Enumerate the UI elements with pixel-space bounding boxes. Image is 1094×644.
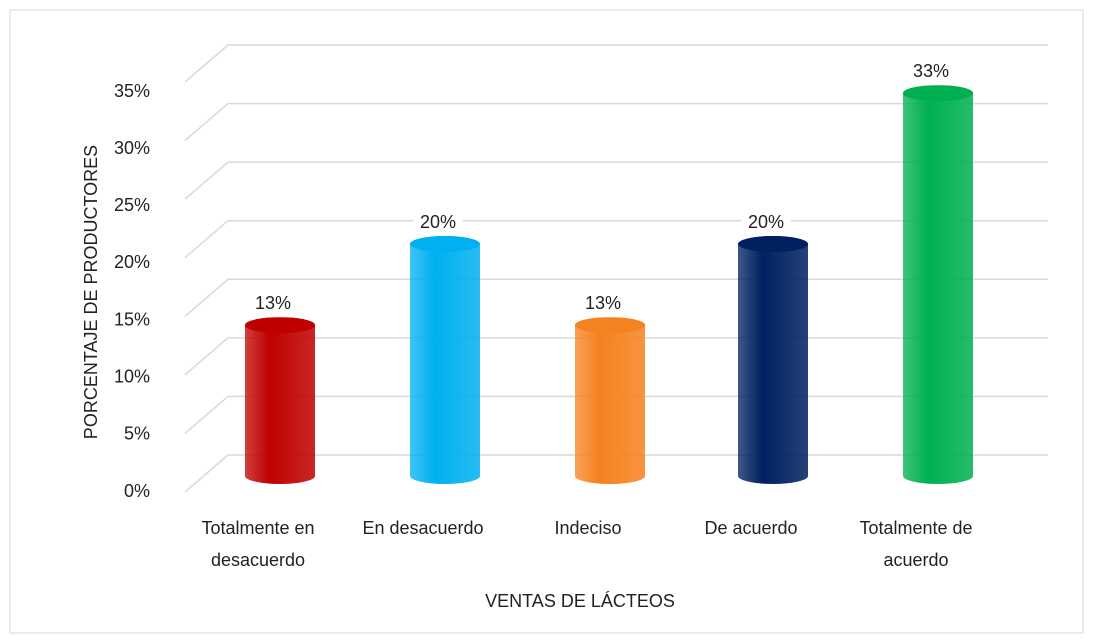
value-label-bg (248, 291, 298, 318)
grid-line-side (184, 161, 229, 200)
y-tick-label: 0% (124, 481, 150, 501)
bar-top (410, 236, 480, 252)
grid-line-side (184, 44, 229, 83)
grid-line-side (184, 278, 229, 317)
bar-top (245, 317, 315, 334)
bar (575, 317, 645, 484)
y-tick-label: 35% (114, 81, 150, 101)
x-tick-label: En desacuerdo (362, 518, 484, 538)
x-axis-title: VENTAS DE LÁCTEOS (485, 591, 675, 611)
grid-line-side (184, 395, 229, 434)
x-tick-label: De acuerdo (704, 518, 798, 538)
value-label: 13% (585, 293, 621, 313)
bar-top (738, 236, 808, 252)
y-tick-label: 20% (114, 252, 150, 272)
y-tick-label: 10% (114, 366, 150, 386)
value-label-bg (413, 210, 463, 236)
chart-border (9, 9, 1084, 634)
value-label-bg (906, 59, 956, 86)
bar (410, 236, 480, 484)
grid-line-side (184, 337, 229, 376)
x-tick-label: Indeciso (554, 518, 622, 538)
value-label: 20% (420, 212, 456, 232)
x-tick-label: Totalmente en desacuerdo (201, 518, 315, 570)
bar (245, 317, 315, 484)
value-label-bg (578, 291, 628, 318)
bar (738, 236, 808, 484)
grid-line-side (184, 220, 229, 259)
value-label: 13% (255, 293, 291, 313)
y-tick-label: 15% (114, 309, 150, 329)
bar (903, 85, 973, 484)
bar-top (903, 85, 973, 102)
bar-top (575, 317, 645, 334)
value-label-bg (741, 210, 791, 236)
grid-line-side (184, 103, 229, 142)
x-tick-label: Totalmente de acuerdo (859, 518, 973, 570)
value-label: 33% (913, 61, 949, 81)
y-tick-label: 5% (124, 424, 150, 444)
y-tick-label: 25% (114, 195, 150, 215)
value-label: 20% (748, 212, 784, 232)
y-tick-label: 30% (114, 138, 150, 158)
grid-line-side (184, 454, 229, 493)
y-axis-title: PORCENTAJE DE PRODUCTORES (81, 145, 101, 439)
